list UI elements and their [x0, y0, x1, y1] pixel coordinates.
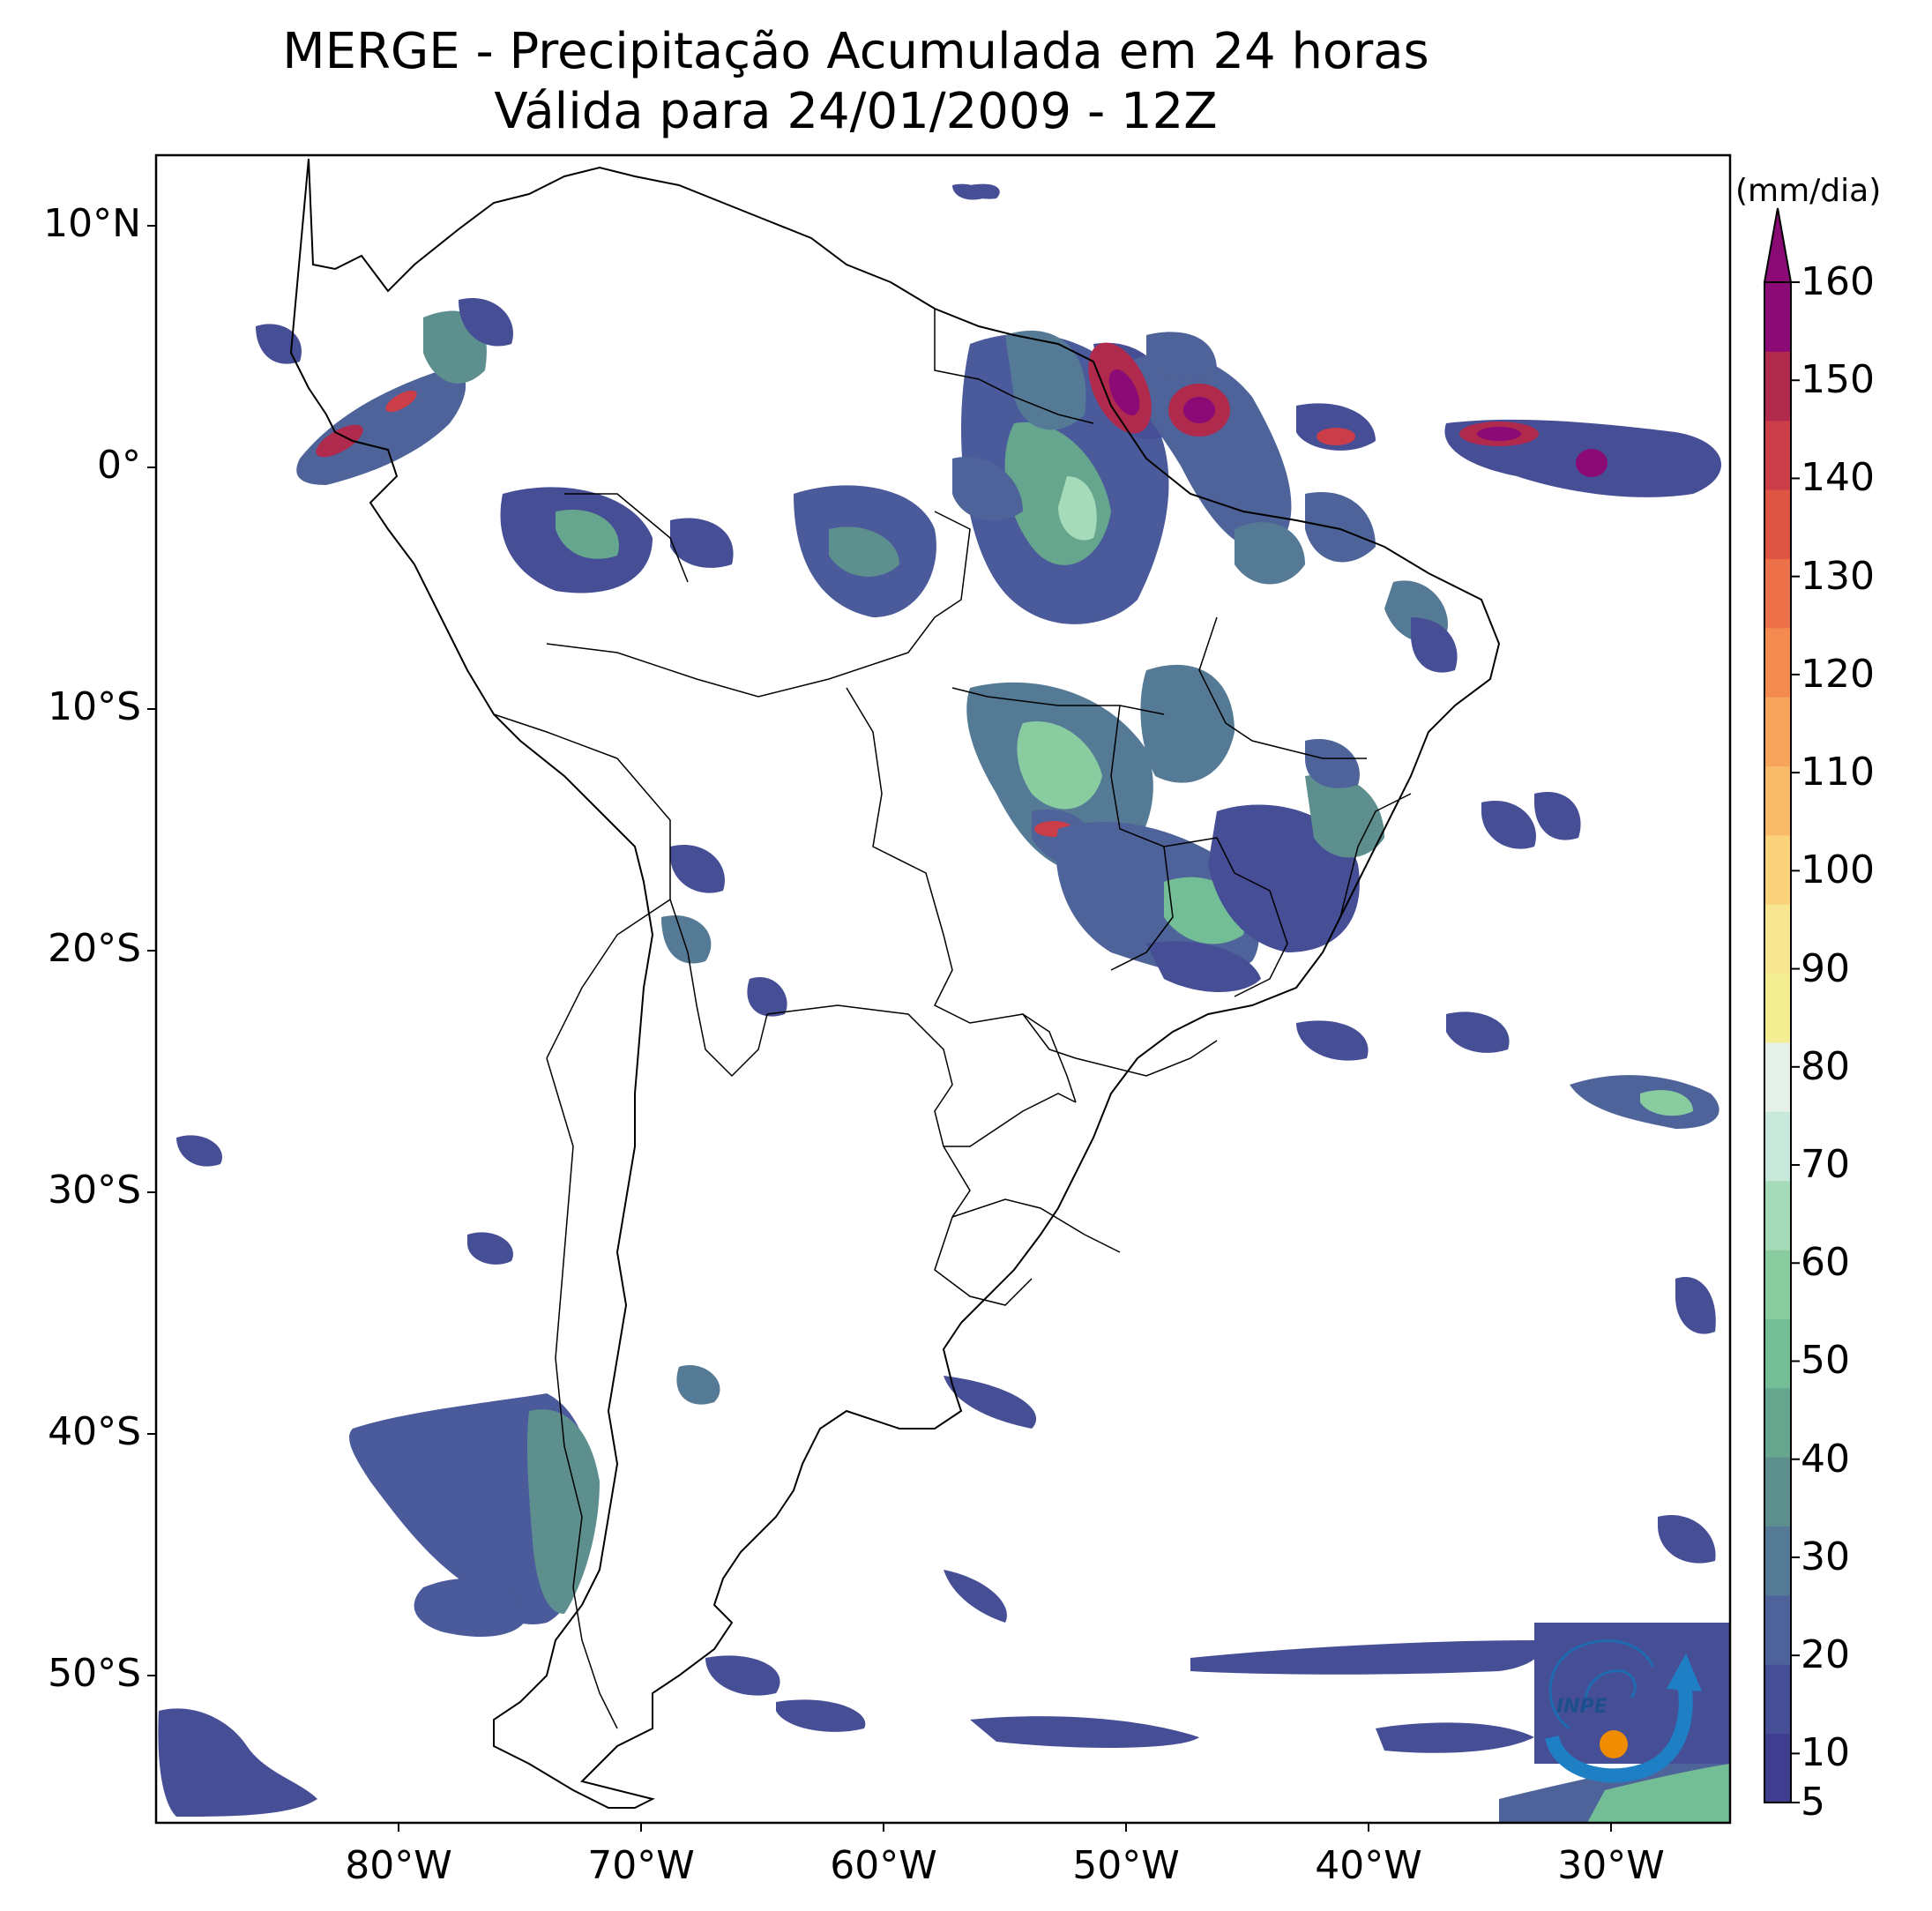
colorbar-segment — [1764, 1042, 1791, 1112]
logo-text: INPE — [1556, 1696, 1608, 1718]
map-subtitle: Válida para 24/01/2009 - 12Z — [494, 83, 1218, 140]
colorbar-segment — [1764, 351, 1791, 422]
colorbar-segment — [1764, 1111, 1791, 1182]
colorbar — [1764, 281, 1800, 1803]
colorbar-segment — [1764, 489, 1791, 559]
lat-label-10s: 10°S — [48, 684, 141, 729]
colorbar-tick-label: 120 — [1801, 651, 1875, 697]
lon-label-70w: 70°W — [587, 1843, 695, 1888]
lat-label-10n: 10°N — [43, 201, 141, 246]
lon-label-50w: 50°W — [1072, 1843, 1180, 1888]
colorbar-segment — [1764, 1180, 1791, 1250]
colorbar-unit: (mm/dia) — [1735, 173, 1882, 209]
colorbar-tick-label: 140 — [1801, 455, 1875, 501]
colorbar-segment — [1764, 1594, 1791, 1665]
colorbar-segment — [1764, 1526, 1791, 1596]
colorbar-tick-label: 60 — [1801, 1240, 1850, 1286]
colorbar-segment — [1764, 1733, 1791, 1803]
inpe-logo: INPE — [1545, 1639, 1702, 1783]
lat-label-0: 0° — [97, 443, 141, 488]
colorbar-segment — [1764, 558, 1791, 629]
lat-label-30s: 30°S — [48, 1168, 141, 1213]
colorbar-tick-label: 40 — [1801, 1436, 1850, 1482]
lat-label-40s: 40°S — [48, 1409, 141, 1454]
colorbar-tick-label: 110 — [1801, 750, 1875, 795]
colorbar-tick-label: 20 — [1801, 1632, 1850, 1678]
lat-label-20s: 20°S — [48, 926, 141, 971]
colorbar-segment — [1764, 697, 1791, 767]
colorbar-segment — [1764, 282, 1791, 352]
lon-label-40w: 40°W — [1315, 1843, 1422, 1888]
colorbar-segment — [1764, 1318, 1791, 1389]
colorbar-outline — [1764, 281, 1792, 1803]
map-frame — [154, 153, 1732, 1825]
colorbar-segment — [1764, 1457, 1791, 1527]
colorbar-tick-label: 130 — [1801, 553, 1875, 599]
colorbar-segment — [1764, 765, 1791, 836]
colorbar-tick-label: 50 — [1801, 1338, 1850, 1384]
colorbar-tick-label: 90 — [1801, 945, 1850, 991]
colorbar-segment — [1764, 973, 1791, 1043]
lon-label-60w: 60°W — [830, 1843, 937, 1888]
colorbar-segment — [1764, 834, 1791, 905]
map-title: MERGE - Precipitação Acumulada em 24 hor… — [282, 23, 1429, 80]
axis-ticks — [147, 225, 1612, 1832]
colorbar-segment — [1764, 904, 1791, 974]
colorbar-tick-label: 30 — [1801, 1534, 1850, 1579]
colorbar-extend-arrow — [1763, 207, 1793, 283]
colorbar-tick-label: 70 — [1801, 1142, 1850, 1188]
colorbar-segment — [1764, 420, 1791, 490]
lat-label-50s: 50°S — [48, 1651, 141, 1696]
colorbar-segment — [1764, 1664, 1791, 1735]
colorbar-tick-label: 80 — [1801, 1043, 1850, 1089]
colorbar-tick-label: 150 — [1801, 357, 1875, 403]
colorbar-segment — [1764, 627, 1791, 698]
lon-label-80w: 80°W — [345, 1843, 452, 1888]
colorbar-tick-label: 5 — [1801, 1780, 1825, 1825]
colorbar-tick-label: 160 — [1801, 259, 1875, 304]
colorbar-tick-label: 10 — [1801, 1730, 1850, 1776]
colorbar-segment — [1764, 1387, 1791, 1458]
colorbar-segment — [1764, 1250, 1791, 1319]
coastlines — [289, 158, 1501, 1809]
colorbar-tick-label: 100 — [1801, 847, 1875, 893]
lon-label-30w: 30°W — [1557, 1843, 1665, 1888]
